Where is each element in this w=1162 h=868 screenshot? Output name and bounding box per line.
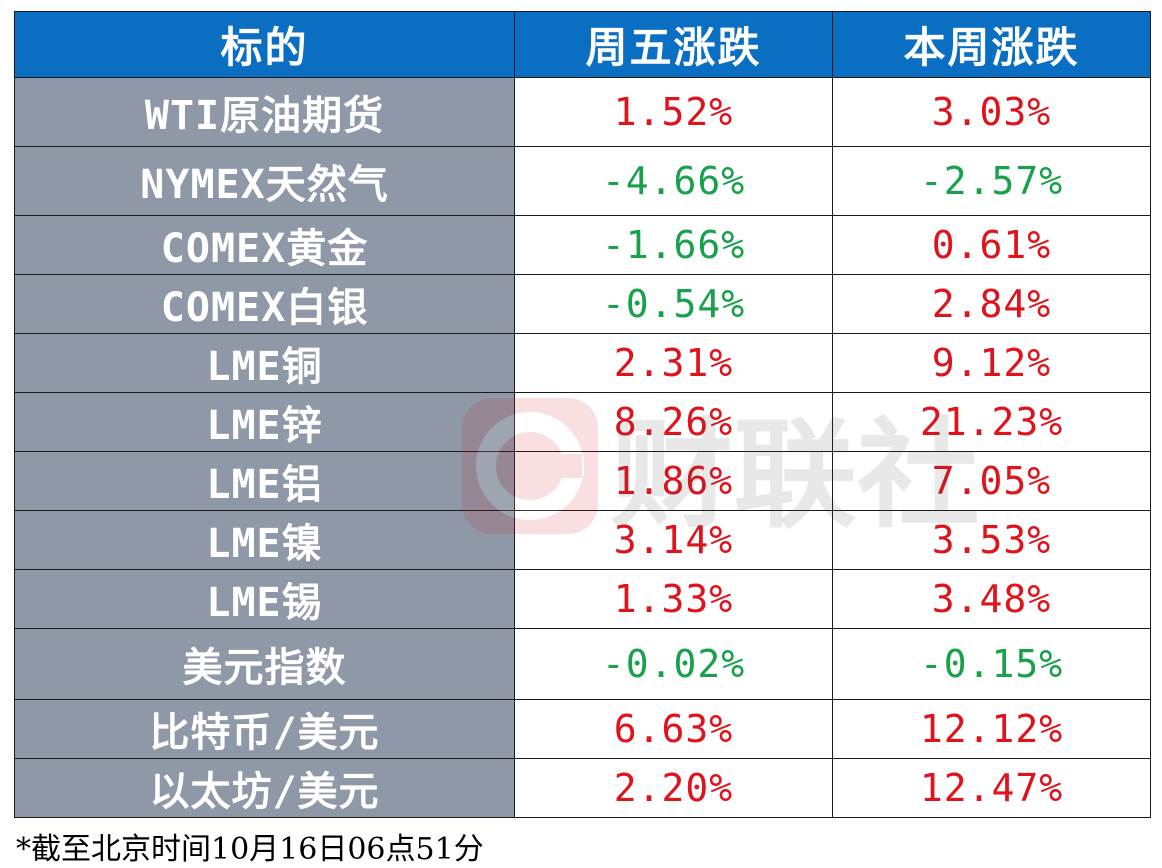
row-target-name: 以太坊/美元	[14, 758, 515, 818]
row-week-change: 12.12%	[832, 699, 1151, 759]
row-friday-change: 1.86%	[514, 451, 833, 511]
table-row: COMEX黄金 -1.66% 0.61%	[14, 215, 1151, 275]
row-week-change: 2.84%	[832, 274, 1151, 334]
table-row: COMEX白银 -0.54% 2.84%	[14, 274, 1151, 334]
header-week-change: 本周涨跌	[832, 11, 1151, 78]
row-target-name: LME铝	[14, 451, 515, 511]
row-target-name: WTI原油期货	[14, 77, 515, 147]
row-friday-change: 2.31%	[514, 333, 833, 393]
row-friday-change: -0.54%	[514, 274, 833, 334]
header-target: 标的	[14, 11, 515, 78]
row-friday-change: 1.33%	[514, 569, 833, 629]
row-target-name: COMEX白银	[14, 274, 515, 334]
row-week-change: -2.57%	[832, 146, 1151, 216]
table-row: 美元指数 -0.02% -0.15%	[14, 628, 1151, 700]
market-table-container: 标的 周五涨跌 本周涨跌 WTI原油期货 1.52% 3.03% NYMEX天然气 -4…	[14, 11, 1151, 818]
row-week-change: 21.23%	[832, 392, 1151, 452]
row-friday-change: -1.66%	[514, 215, 833, 275]
row-week-change: 3.48%	[832, 569, 1151, 629]
row-friday-change: 6.63%	[514, 699, 833, 759]
row-week-change: 3.03%	[832, 77, 1151, 147]
row-target-name: COMEX黄金	[14, 215, 515, 275]
table-body: WTI原油期货 1.52% 3.03% NYMEX天然气 -4.66% -2.57% COM…	[14, 77, 1151, 818]
row-week-change: 0.61%	[832, 215, 1151, 275]
row-target-name: LME锌	[14, 392, 515, 452]
header-friday-change: 周五涨跌	[514, 11, 833, 78]
table-row: LME铝 1.86% 7.05%	[14, 451, 1151, 511]
footnote: *截至北京时间10月16日06点51分	[16, 832, 484, 867]
market-change-table: 标的 周五涨跌 本周涨跌 WTI原油期货 1.52% 3.03% NYMEX天然气 -4…	[14, 11, 1151, 818]
row-friday-change: 1.52%	[514, 77, 833, 147]
row-friday-change: 8.26%	[514, 392, 833, 452]
row-friday-change: 3.14%	[514, 510, 833, 570]
row-target-name: 比特币/美元	[14, 699, 515, 759]
table-row: LME铜 2.31% 9.12%	[14, 333, 1151, 393]
row-target-name: NYMEX天然气	[14, 146, 515, 216]
row-friday-change: -0.02%	[514, 628, 833, 700]
table-row: LME镍 3.14% 3.53%	[14, 510, 1151, 570]
row-target-name: LME铜	[14, 333, 515, 393]
row-target-name: LME镍	[14, 510, 515, 570]
table-row: WTI原油期货 1.52% 3.03%	[14, 77, 1151, 147]
table-header-row: 标的 周五涨跌 本周涨跌	[14, 11, 1151, 78]
row-week-change: 3.53%	[832, 510, 1151, 570]
row-friday-change: 2.20%	[514, 758, 833, 818]
row-week-change: 12.47%	[832, 758, 1151, 818]
row-week-change: -0.15%	[832, 628, 1151, 700]
table-row: LME锌 8.26% 21.23%	[14, 392, 1151, 452]
row-week-change: 7.05%	[832, 451, 1151, 511]
row-week-change: 9.12%	[832, 333, 1151, 393]
row-target-name: 美元指数	[14, 628, 515, 700]
table-row: 以太坊/美元 2.20% 12.47%	[14, 758, 1151, 818]
row-target-name: LME锡	[14, 569, 515, 629]
table-row: 比特币/美元 6.63% 12.12%	[14, 699, 1151, 759]
table-row: NYMEX天然气 -4.66% -2.57%	[14, 146, 1151, 216]
row-friday-change: -4.66%	[514, 146, 833, 216]
table-row: LME锡 1.33% 3.48%	[14, 569, 1151, 629]
